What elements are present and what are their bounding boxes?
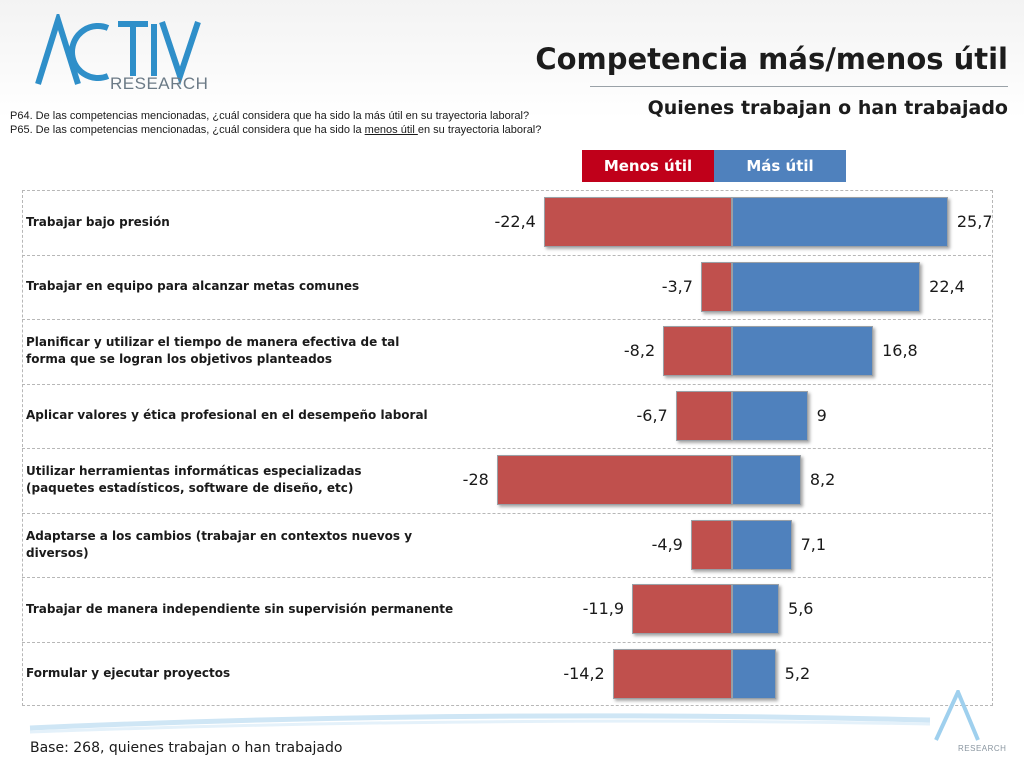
value-label-mas: 8,2 [809, 470, 836, 490]
value-label-mas: 5,6 [788, 599, 814, 619]
bar-mas-util [732, 584, 780, 635]
question-p65-underlined: menos útil [364, 124, 418, 136]
value-label-menos: -22,4 [494, 212, 536, 232]
page-title: Competencia más/menos útil [535, 42, 1008, 76]
bar-mas-util [732, 455, 801, 506]
bar-menos-util [496, 455, 732, 506]
value-label-menos: -8,2 [623, 341, 656, 361]
category-label: Utilizar herramientas informáticas espec… [26, 464, 362, 496]
bar-mas-util [732, 648, 776, 699]
value-label-menos: -11,9 [582, 599, 625, 619]
value-label-menos: -3,7 [661, 276, 693, 296]
legend-mas-util: Más útil [714, 150, 846, 182]
row-separator [22, 383, 991, 385]
footer-brand-text: RESEARCH [958, 744, 1007, 753]
value-label-menos: -14,2 [563, 663, 605, 683]
legend-menos-util: Menos útil [582, 150, 714, 182]
category-label: Trabajar de manera independiente sin sup… [26, 601, 454, 616]
value-label-mas: 5,2 [784, 663, 811, 683]
category-label: Trabajar bajo presión [26, 214, 170, 229]
bar-mas-util [732, 519, 792, 570]
value-label-menos: -4,9 [651, 534, 683, 554]
bar-menos-util [632, 584, 732, 635]
bar-menos-util [700, 261, 732, 312]
bar-menos-util [675, 390, 732, 441]
page-subtitle: Quienes trabajan o han trabajado [647, 97, 1008, 119]
category-label: Adaptarse a los cambios (trabajar en con… [26, 528, 413, 560]
value-label-mas: 22,4 [929, 276, 965, 296]
bar-mas-util [732, 261, 921, 312]
row-separator [22, 319, 991, 320]
question-p65-pre: P65. De las competencias mencionadas, ¿c… [10, 124, 365, 136]
question-p64: P64. De las competencias mencionadas, ¿c… [10, 110, 530, 122]
category-label: Formular y ejecutar proyectos [26, 666, 231, 681]
bar-mas-util [732, 326, 874, 377]
row-separator [22, 448, 991, 449]
value-label-mas: 25,7 [956, 212, 993, 232]
value-label-menos: -28 [462, 470, 489, 490]
question-p65: P65. De las competencias mencionadas, ¿c… [10, 124, 541, 136]
value-label-menos: -6,7 [636, 405, 668, 425]
bar-menos-util [612, 648, 732, 699]
bar-menos-util [663, 326, 732, 377]
bar-menos-util [543, 197, 732, 248]
value-label-mas: 16,8 [882, 341, 918, 361]
header-band [0, 0, 1024, 118]
question-p65-post: en su trayectoria laboral? [417, 124, 542, 136]
row-separator [22, 512, 991, 514]
footer-wave-decoration [29, 690, 980, 741]
category-label: Planificar y utilizar el tiempo de maner… [26, 335, 400, 367]
activa-logo [35, 14, 201, 86]
logo-research-text: RESEARCH [110, 74, 209, 93]
value-label-mas: 7,1 [800, 534, 827, 554]
base-note: Base: 268, quienes trabajan o han trabaj… [30, 740, 343, 756]
category-label: Aplicar valores y ética profesional en e… [26, 408, 428, 423]
bar-mas-util [732, 390, 808, 441]
row-separator [22, 641, 991, 643]
category-label: Trabajar en equipo para alcanzar metas c… [26, 279, 360, 294]
bar-menos-util [690, 519, 732, 570]
row-separator [22, 254, 991, 256]
value-label-mas: 9 [816, 405, 827, 425]
row-separator [22, 577, 991, 578]
bar-mas-util [732, 197, 948, 248]
title-divider [590, 86, 1008, 87]
